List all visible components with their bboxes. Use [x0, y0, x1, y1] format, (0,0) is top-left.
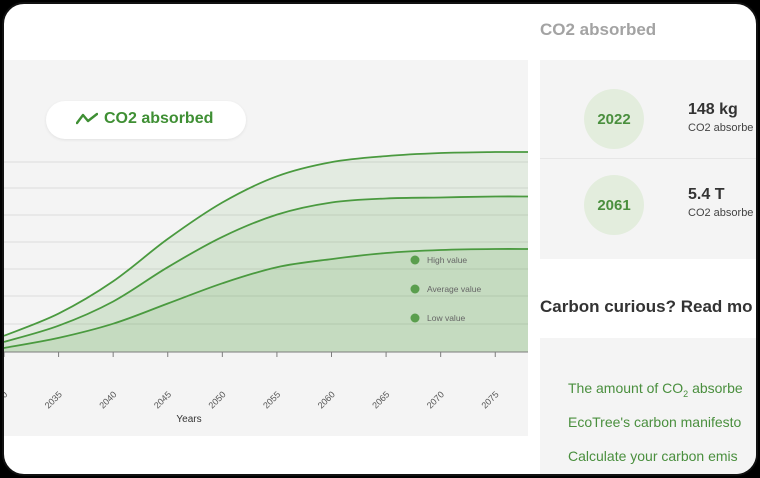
legend-label: Low value	[427, 313, 466, 323]
year-badge-2061: 2061	[584, 175, 644, 235]
trend-line-icon	[76, 112, 98, 125]
series-area-2	[4, 196, 528, 352]
stat-value: 5.4 T	[688, 186, 725, 203]
stat-label: CO2 absorbe	[688, 122, 754, 134]
legend-label: Average value	[427, 284, 481, 294]
series-line-2	[4, 195, 528, 343]
series-area-3	[4, 248, 528, 352]
stat-value: 148 kg	[688, 101, 738, 118]
read-more-heading: Carbon curious? Read mo	[540, 297, 753, 316]
x-tick-label: 2055	[261, 389, 282, 410]
co2-chart: 0 2035 2040 2045 2050 2055 2060 2065 2070 2075 Yea…	[4, 151, 528, 425]
link-co2-absorbed[interactable]: The amount of CO2 absorbe	[568, 380, 743, 399]
legend-label: High value	[427, 255, 467, 265]
stats-title: CO2 absorbed	[540, 20, 657, 39]
series-line-3	[4, 248, 528, 349]
x-tick-label: 2050	[207, 389, 228, 410]
x-tick-label: 2040	[97, 389, 118, 410]
x-tick-label: 2075	[479, 389, 500, 410]
year-badge-2022: 2022	[584, 89, 644, 149]
x-axis-label: Years	[176, 414, 201, 425]
legend-dot	[410, 313, 420, 323]
x-tick-label: 0	[4, 389, 9, 400]
legend-dot	[410, 284, 420, 294]
x-tick-label: 2045	[152, 389, 173, 410]
series-area-1	[4, 151, 528, 352]
x-tick-label: 2060	[316, 389, 337, 410]
stat-label: CO2 absorbe	[688, 207, 754, 219]
link-calculate-emissions[interactable]: Calculate your carbon emis	[568, 448, 738, 464]
x-tick-label: 2070	[425, 389, 446, 410]
chart-panel: 0 2035 2040 2045 2050 2055 2060 2065 2070 2075 Yea…	[4, 60, 528, 436]
x-tick-label: 2065	[370, 389, 391, 410]
chart-legend-toggle[interactable]: CO2 absorbed	[46, 101, 246, 139]
legend-label: CO2 absorbed	[104, 110, 214, 127]
link-carbon-manifesto[interactable]: EcoTree's carbon manifesto	[568, 414, 742, 430]
links-panel: The amount of CO2 absorbe EcoTree's carb…	[540, 338, 756, 474]
x-tick-label: 2035	[43, 389, 64, 410]
legend-dot	[410, 255, 420, 265]
series-line-1	[4, 151, 528, 337]
divider	[540, 158, 756, 159]
stats-panel: 2022 148 kg CO2 absorbe 2061 5.4 T CO2 a…	[540, 60, 756, 259]
